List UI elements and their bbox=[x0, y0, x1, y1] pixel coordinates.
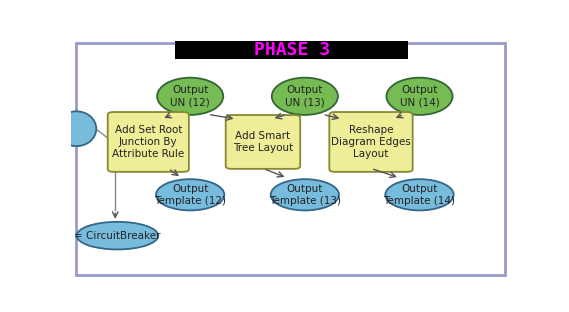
Text: Reshape
Diagram Edges
Layout: Reshape Diagram Edges Layout bbox=[331, 124, 411, 159]
Ellipse shape bbox=[77, 222, 158, 250]
Text: Output
Template (14): Output Template (14) bbox=[384, 183, 456, 206]
Text: Output
UN (13): Output UN (13) bbox=[285, 85, 325, 108]
Ellipse shape bbox=[271, 179, 339, 210]
Text: PHASE 3: PHASE 3 bbox=[254, 41, 329, 59]
Text: Output
UN (12): Output UN (12) bbox=[170, 85, 210, 108]
Ellipse shape bbox=[56, 111, 96, 146]
Text: = CircuitBreaker: = CircuitBreaker bbox=[74, 231, 160, 241]
Text: Output
Template (13): Output Template (13) bbox=[269, 183, 341, 206]
Ellipse shape bbox=[156, 179, 224, 210]
FancyBboxPatch shape bbox=[108, 112, 189, 172]
FancyBboxPatch shape bbox=[329, 112, 413, 172]
FancyBboxPatch shape bbox=[76, 43, 505, 275]
Ellipse shape bbox=[272, 78, 338, 115]
Text: Output
Template (12): Output Template (12) bbox=[154, 183, 226, 206]
Text: Output
UN (14): Output UN (14) bbox=[399, 85, 439, 108]
Ellipse shape bbox=[386, 78, 452, 115]
FancyBboxPatch shape bbox=[226, 115, 300, 169]
Text: Add Smart
Tree Layout: Add Smart Tree Layout bbox=[233, 131, 293, 153]
Text: Add Set Root
Junction By
Attribute Rule: Add Set Root Junction By Attribute Rule bbox=[112, 124, 184, 159]
Ellipse shape bbox=[157, 78, 223, 115]
FancyBboxPatch shape bbox=[175, 41, 409, 59]
Ellipse shape bbox=[385, 179, 453, 210]
